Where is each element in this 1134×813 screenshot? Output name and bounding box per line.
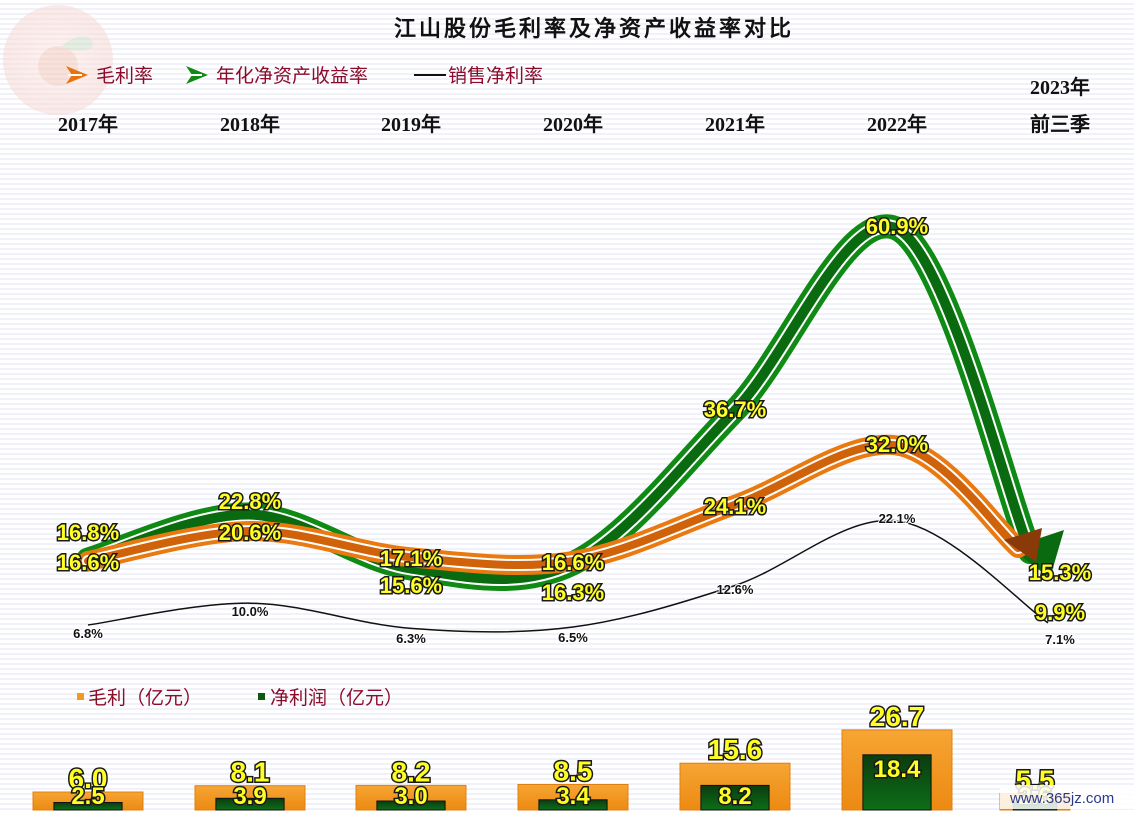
net-profit-value: 18.4 <box>874 756 921 783</box>
gross-margin-label: 16.6% <box>542 550 604 575</box>
net-profit-value: 3.0 <box>394 783 427 810</box>
legend-item-net-margin: 销售净利率 <box>414 65 543 87</box>
gross-profit-value: 8.2 <box>392 756 431 787</box>
green-arrow-icon <box>186 66 208 84</box>
gross-margin-label: 15.3% <box>1029 560 1091 585</box>
net-profit-bar <box>53 802 123 811</box>
watermark-text: www.365jz.com <box>1009 790 1114 807</box>
bar-group: 15.6 8.2 <box>679 733 791 812</box>
legend-item-gross-margin: 毛利率 <box>66 65 153 87</box>
logo-mark <box>3 5 113 115</box>
net-profit-value: 8.2 <box>718 783 751 810</box>
gross-profit-value: 15.6 <box>708 734 763 765</box>
watermark: www.365jz.com <box>1000 785 1134 809</box>
net-profit-value: 3.4 <box>556 783 590 810</box>
net-margin-label: 6.3% <box>396 631 426 646</box>
roe-label: 15.6% <box>380 573 442 598</box>
gross-margin-line-core <box>84 440 1022 570</box>
gross-profit-value: 8.5 <box>554 756 593 787</box>
net-margin-label: 7.1% <box>1045 632 1075 647</box>
legend-label-net-margin: 销售净利率 <box>448 65 543 87</box>
net-margin-label: 6.5% <box>558 630 588 645</box>
green-square-icon <box>258 693 265 700</box>
year-label-2019: 2019年 <box>381 112 441 136</box>
orange-arrow-icon <box>66 66 88 84</box>
net-profit-bar <box>862 754 932 811</box>
net-profit-bar <box>700 784 770 811</box>
roe-line-core <box>83 221 1035 584</box>
year-label-2022: 2022年 <box>867 112 927 136</box>
bar-legend: 毛利（亿元） 净利润（亿元） <box>77 687 403 709</box>
net-profit-value: 2.5 <box>71 783 104 810</box>
legend-item-gross-profit: 毛利（亿元） <box>77 687 202 709</box>
roe-label: 60.9% <box>866 214 928 239</box>
line-series-layer <box>76 214 1064 633</box>
gross-margin-label: 24.1% <box>704 494 766 519</box>
bar-series-layer: 6.02.58.13.98.23.08.53.415.68.226.718.4 5… <box>32 699 1071 812</box>
x-axis-labels: 2017年 2018年 2019年 2020年 2021年 2022年 2023… <box>58 75 1090 136</box>
legend-label-gross-margin: 毛利率 <box>96 65 153 87</box>
bar-group: 26.7 18.4 <box>841 699 953 811</box>
bar-group: 6.02.5 <box>32 762 144 812</box>
net-margin-label: 6.8% <box>73 626 103 641</box>
year-label-2020: 2020年 <box>543 112 603 136</box>
year-label-2023: 2023年 <box>1030 75 1090 99</box>
legend-label-gross-profit: 毛利（亿元） <box>88 687 202 709</box>
line-legend: 毛利率 年化净资产收益率 销售净利率 <box>66 65 543 87</box>
legend-label-roe: 年化净资产收益率 <box>216 65 368 87</box>
bar-group: 8.13.9 <box>194 755 306 812</box>
net-margin-label: 22.1% <box>879 511 916 526</box>
roe-label: 22.8% <box>219 489 281 514</box>
legend-label-net-profit: 净利润（亿元） <box>270 687 403 709</box>
gross-profit-value: 6.0 <box>69 763 108 794</box>
roe-label: 9.9% <box>1035 600 1085 625</box>
roe-label: 16.3% <box>542 580 604 605</box>
net-profit-bar <box>538 799 608 811</box>
chart-title: 江山股份毛利率及净资产收益率对比 <box>394 16 794 42</box>
bar-group: 8.53.4 <box>517 754 629 812</box>
line-labels-layer: 16.8% 22.8% 15.6% 16.3% 36.7% 60.9% 9.9% 16.6% 2… <box>55 213 1092 649</box>
net-profit-bar <box>376 800 446 811</box>
bar-group: 8.23.0 <box>355 755 467 812</box>
gross-profit-value: 8.1 <box>231 757 270 788</box>
year-label-2018: 2018年 <box>220 112 280 136</box>
orange-square-icon <box>77 693 84 700</box>
year-label-2021: 2021年 <box>705 112 765 136</box>
roe-label: 16.8% <box>57 520 119 545</box>
net-margin-label: 10.0% <box>232 604 269 619</box>
year-label-2017: 2017年 <box>58 112 118 136</box>
gross-margin-label: 16.6% <box>57 550 119 575</box>
gross-margin-label: 32.0% <box>866 432 928 457</box>
gross-profit-value: 26.7 <box>870 701 925 732</box>
gross-margin-label: 20.6% <box>219 520 281 545</box>
legend-item-roe: 年化净资产收益率 <box>186 65 368 87</box>
net-margin-label: 12.6% <box>717 582 754 597</box>
roe-label: 36.7% <box>704 397 766 422</box>
legend-item-net-profit: 净利润（亿元） <box>258 687 403 709</box>
gross-margin-label: 17.1% <box>380 546 442 571</box>
net-profit-value: 3.9 <box>233 783 266 810</box>
year-label-2023-q3: 前三季 <box>1030 112 1090 136</box>
net-margin-line <box>87 519 1049 633</box>
gross-margin-arrowhead <box>1004 528 1042 562</box>
net-profit-bar <box>215 797 285 811</box>
